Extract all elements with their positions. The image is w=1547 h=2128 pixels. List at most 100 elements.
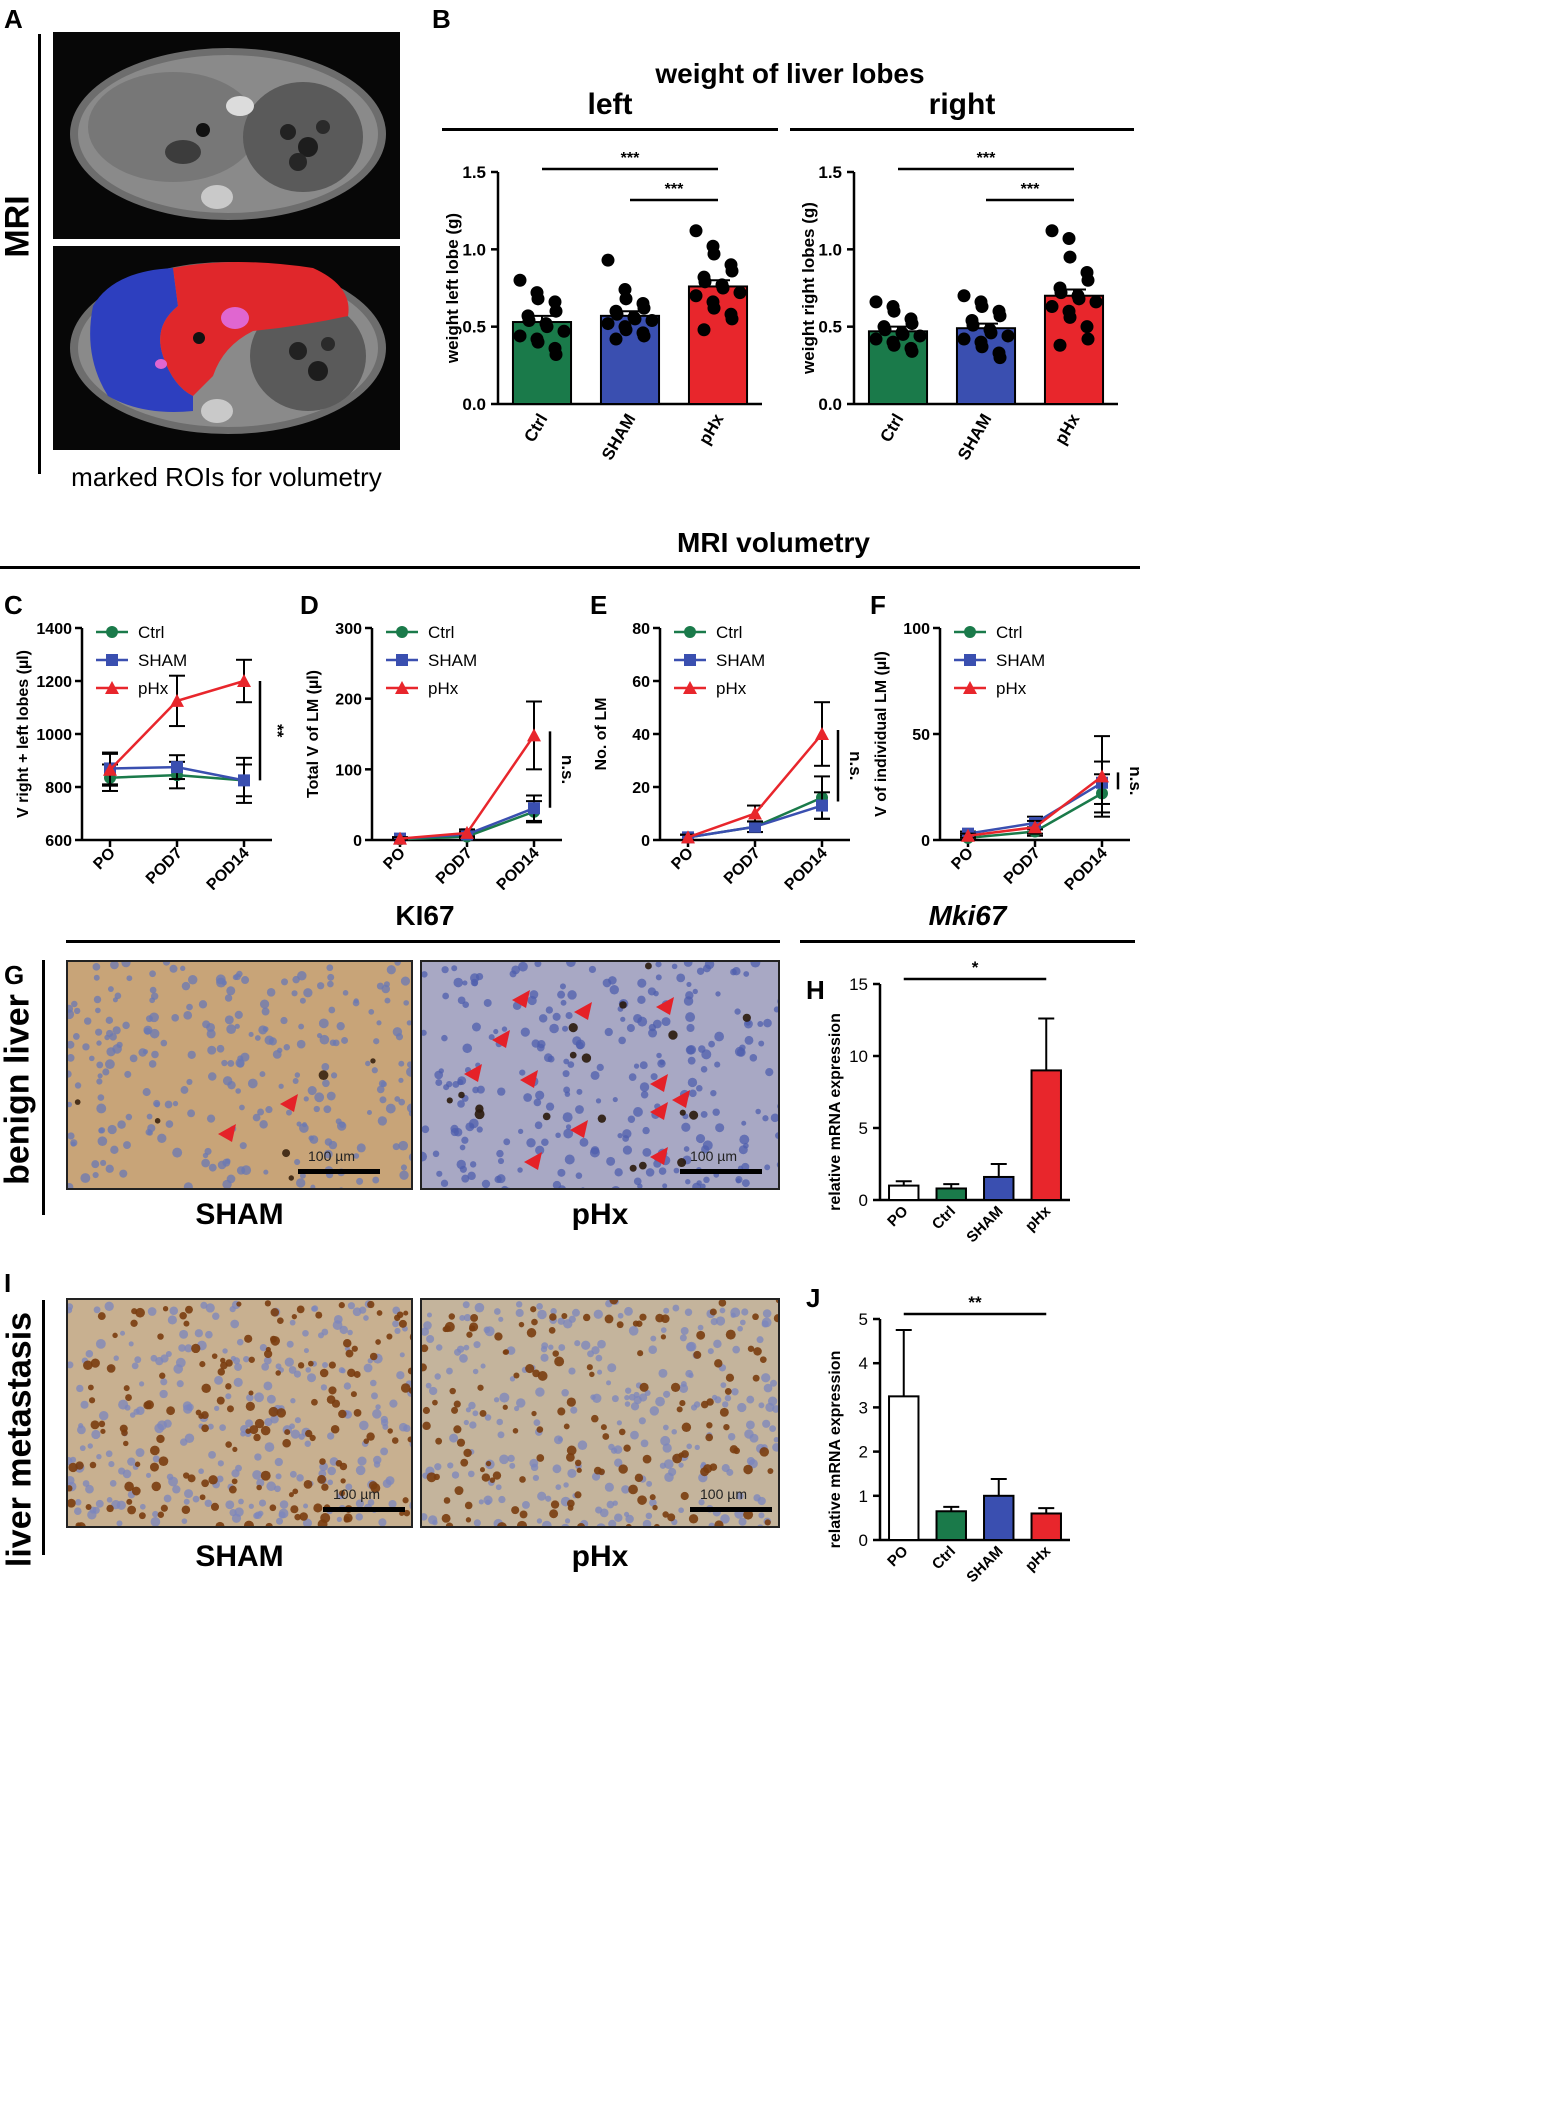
- stained-nucleus: [125, 1394, 132, 1401]
- nucleus: [252, 1470, 262, 1480]
- marker-phx: [237, 674, 251, 687]
- stained-nucleus: [106, 1364, 116, 1373]
- nucleus: [516, 1398, 526, 1408]
- stained-nucleus: [75, 1522, 82, 1526]
- stained-nucleus: [313, 1503, 323, 1513]
- nucleus: [558, 1344, 566, 1351]
- stained-nucleus: [282, 1438, 291, 1448]
- y-tick-label: 0: [641, 833, 650, 850]
- nucleus: [127, 1457, 136, 1466]
- nucleus: [434, 1373, 441, 1380]
- stained-nucleus: [400, 1383, 411, 1393]
- nucleus: [679, 1383, 689, 1393]
- nucleus: [552, 1464, 562, 1474]
- stained-nucleus: [130, 1319, 138, 1327]
- data-point: [1081, 332, 1095, 346]
- arrowhead-marker: [650, 1102, 668, 1120]
- nucleus: [241, 1165, 252, 1176]
- nucleus: [206, 1114, 216, 1123]
- stained-nucleus: [525, 1364, 535, 1374]
- nucleus: [570, 1406, 578, 1414]
- nucleus: [171, 1014, 179, 1022]
- stained-nucleus: [444, 1321, 455, 1332]
- nucleus: [259, 1344, 267, 1352]
- marker-sham: [749, 820, 761, 833]
- stained-nucleus: [426, 1472, 437, 1483]
- metastasis-phx-texture: [422, 1300, 778, 1526]
- nucleus: [649, 1406, 660, 1416]
- panel-label-e: E: [590, 590, 608, 620]
- stained-nucleus: [576, 1467, 582, 1473]
- data-point: [905, 344, 919, 358]
- nucleus: [595, 1098, 602, 1104]
- nucleus: [662, 1424, 669, 1431]
- stained-nucleus: [339, 1462, 348, 1471]
- nucleus: [398, 1140, 409, 1151]
- stained-nucleus: [269, 1504, 277, 1512]
- nucleus: [68, 1132, 75, 1140]
- legend-label: Ctrl: [996, 623, 1022, 642]
- nucleus: [93, 974, 100, 981]
- nucleus: [540, 1353, 549, 1362]
- data-point: [522, 313, 536, 327]
- nucleus: [85, 1484, 94, 1494]
- nucleus: [496, 1174, 506, 1184]
- significance-label: ***: [1021, 181, 1040, 198]
- stained-nucleus: [567, 1499, 575, 1508]
- stained-nucleus: [319, 1368, 329, 1378]
- nucleus: [450, 1124, 459, 1133]
- nucleus: [552, 1180, 562, 1188]
- arrowhead-marker: [672, 1090, 690, 1108]
- stained-nucleus: [764, 1519, 771, 1526]
- legend-label: Ctrl: [428, 623, 454, 642]
- nucleus: [497, 1431, 505, 1439]
- nucleus: [592, 1393, 602, 1403]
- nucleus: [687, 1077, 698, 1088]
- y-tick-label: 0: [859, 1531, 868, 1550]
- nucleus: [745, 1420, 755, 1430]
- stained-nucleus: [151, 1481, 162, 1492]
- nucleus: [568, 1367, 576, 1375]
- x-tick-label: POD14: [782, 845, 831, 890]
- y-tick-label: 0.0: [462, 395, 486, 414]
- nucleus: [587, 1350, 594, 1358]
- nucleus: [380, 1415, 388, 1424]
- stained-nucleus: [282, 1149, 291, 1158]
- stained-nucleus: [569, 1051, 577, 1059]
- stained-nucleus: [718, 1300, 727, 1307]
- stained-nucleus: [458, 1091, 465, 1099]
- stained-nucleus: [248, 1390, 254, 1396]
- nucleus: [750, 962, 761, 968]
- data-point: [549, 304, 563, 318]
- marker-phx: [170, 693, 184, 707]
- x-tick-label: POD7: [433, 845, 476, 888]
- nucleus: [735, 1178, 741, 1184]
- stained-nucleus: [689, 1110, 699, 1120]
- stained-nucleus: [376, 1310, 383, 1316]
- nucleus: [152, 1455, 160, 1463]
- nucleus: [511, 965, 521, 975]
- stained-nucleus: [679, 1400, 686, 1407]
- nucleus: [118, 1467, 126, 1475]
- marker-sham: [106, 654, 118, 666]
- nucleus: [198, 1000, 208, 1009]
- nucleus: [708, 1040, 715, 1048]
- data-point: [1072, 292, 1086, 306]
- nucleus: [298, 1023, 305, 1030]
- stained-nucleus: [649, 1494, 656, 1501]
- nucleus: [604, 1027, 613, 1037]
- nucleus: [542, 1520, 552, 1526]
- nucleus: [575, 1172, 583, 1179]
- nucleus: [236, 1338, 244, 1346]
- scale-bar: [690, 1507, 772, 1512]
- nucleus: [150, 992, 159, 1000]
- stained-nucleus: [191, 1343, 201, 1354]
- nucleus: [366, 1109, 372, 1116]
- nucleus: [770, 1379, 778, 1387]
- nucleus: [323, 1149, 333, 1159]
- nucleus: [685, 1012, 696, 1023]
- nucleus: [588, 965, 597, 974]
- nucleus: [660, 1435, 671, 1446]
- y-tick-label: 10: [849, 1047, 868, 1066]
- nucleus: [294, 1158, 301, 1166]
